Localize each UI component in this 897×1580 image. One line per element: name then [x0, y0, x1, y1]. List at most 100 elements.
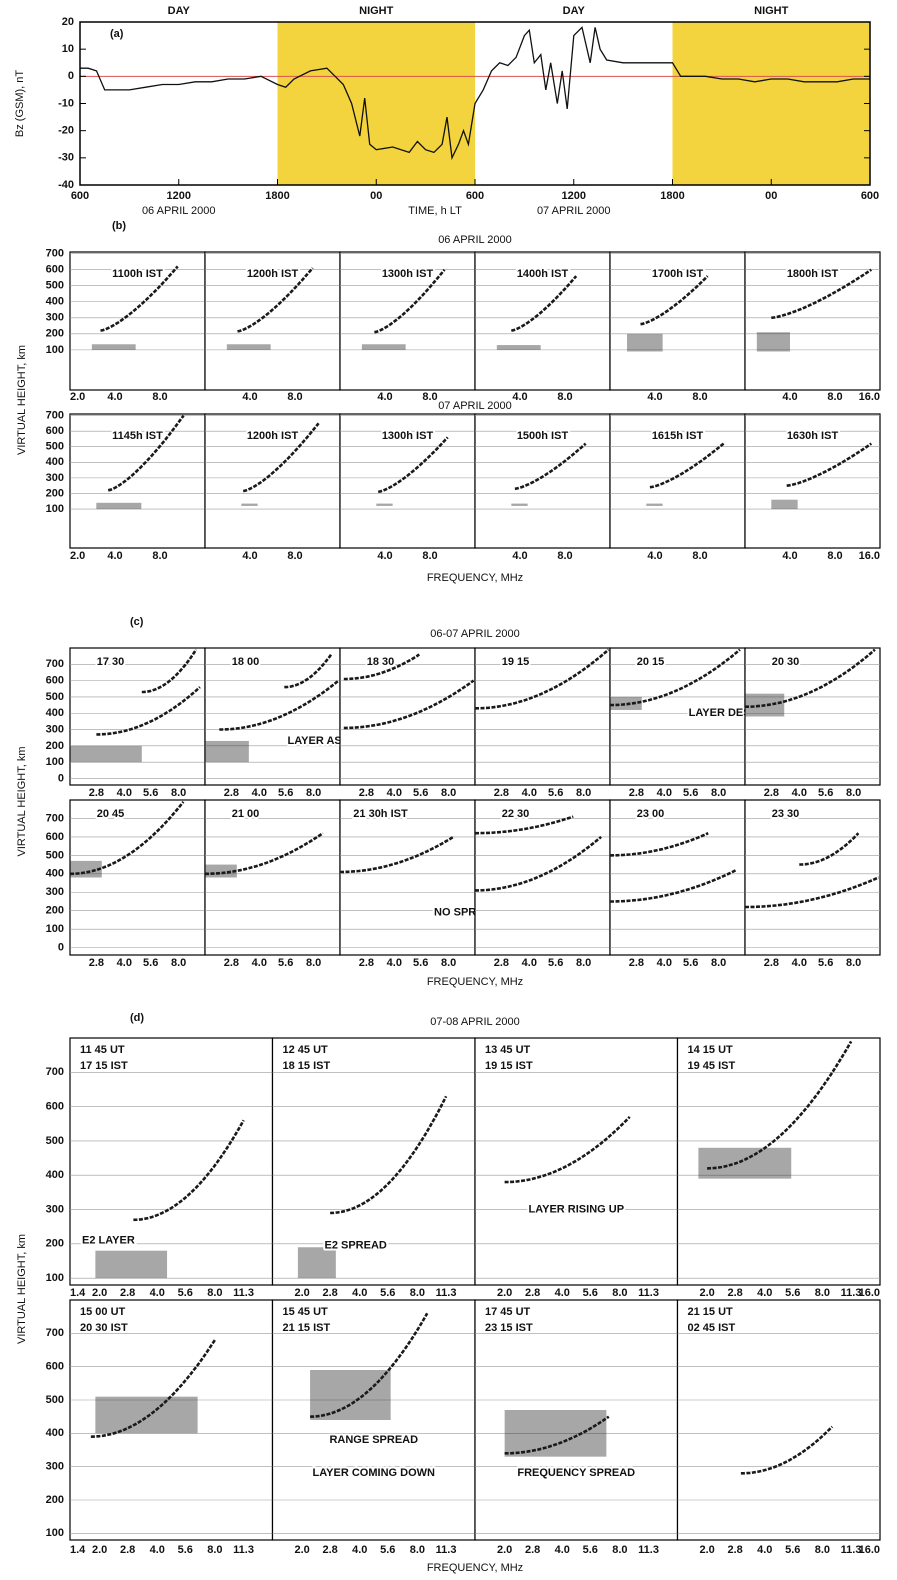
y-tick-label: 100: [46, 344, 64, 356]
echo-spread: [497, 345, 541, 350]
x-tick-label: 4.0: [242, 550, 257, 562]
echo-spread: [771, 500, 797, 509]
echo-spread: [227, 344, 271, 350]
x-tick-label: 5.6: [818, 787, 833, 799]
echo-spread: [241, 504, 257, 506]
x-tick-label: 5.6: [278, 787, 293, 799]
y-tick-label: 200: [46, 740, 64, 752]
panel-frame: [745, 800, 880, 955]
x-tick-label: 2.8: [629, 957, 644, 969]
y-tick-label: 600: [46, 831, 64, 843]
x-tick-label: 2.0: [294, 1287, 309, 1299]
x-tick-label: 8.0: [692, 391, 707, 403]
x-tick-label: 600: [466, 190, 484, 202]
panel-time: 23 00: [637, 808, 665, 820]
x-tick-label: 8.0: [152, 550, 167, 562]
x-tick-label: 5.6: [548, 787, 563, 799]
x-tick-label: 5.6: [413, 787, 428, 799]
x-tick-label: 8.0: [711, 957, 726, 969]
y-axis-label: VIRTUAL HEIGHT, km: [16, 746, 28, 856]
echo-spread: [205, 865, 237, 878]
y-tick-label: 600: [46, 425, 64, 437]
x-tick-label: 4.0: [512, 391, 527, 403]
y-tick-label: 500: [46, 849, 64, 861]
x-tick-label: 2.8: [89, 957, 104, 969]
y-tick-label: -30: [58, 152, 74, 164]
x-tick-label: 2.8: [224, 957, 239, 969]
panel-time: 1630h IST: [787, 430, 839, 442]
y-tick-label: 500: [46, 441, 64, 453]
x-tick-label: 8.0: [306, 787, 321, 799]
date-label: 06 APRIL 2000: [142, 205, 216, 217]
x-tick-label: 2.0: [497, 1287, 512, 1299]
x-tick-label: 1200: [562, 190, 586, 202]
group-title: 07-08 APRIL 2000: [430, 1016, 520, 1028]
x-tick-label: 2.0: [294, 1544, 309, 1556]
x-tick-label: 5.6: [178, 1544, 193, 1556]
y-axis-label: VIRTUAL HEIGHT, km: [16, 345, 28, 455]
x-tick-label: 8.0: [306, 957, 321, 969]
x-tick-label: 4.0: [117, 787, 132, 799]
row-title: 06 APRIL 2000: [438, 234, 512, 246]
x-tick-label: 4.0: [757, 1544, 772, 1556]
x-tick-label: 8.0: [441, 957, 456, 969]
panel-frame: [610, 800, 745, 955]
panel-ut: 14 15 UT: [688, 1044, 734, 1056]
x-tick-label: 1800: [660, 190, 684, 202]
panel-frame: [340, 800, 475, 955]
panel-time: 1500h IST: [517, 430, 569, 442]
x-tick-label: 5.6: [683, 787, 698, 799]
x-tick-label: 11.3: [436, 1544, 457, 1556]
panel-time: 1615h IST: [652, 430, 704, 442]
panel-frame: [678, 1300, 881, 1540]
x-tick-label: 4.0: [647, 550, 662, 562]
x-tick-label: 5.6: [143, 787, 158, 799]
x-tick-label: 2.8: [764, 957, 779, 969]
x-tick-label: 5.6: [380, 1544, 395, 1556]
y-tick-label: 700: [46, 1327, 64, 1339]
period-label: DAY: [563, 5, 586, 17]
x-tick-label: 2.0: [70, 391, 85, 403]
x-tick-label: 2.0: [92, 1544, 107, 1556]
echo-spread: [610, 697, 642, 710]
x-tick-label: 8.0: [207, 1544, 222, 1556]
y-tick-label: 700: [46, 409, 64, 421]
y-tick-label: 300: [46, 472, 64, 484]
x-tick-label: 2.0: [497, 1544, 512, 1556]
x-tick-label: 8.0: [692, 550, 707, 562]
x-tick-label: 2.8: [525, 1287, 540, 1299]
y-tick-label: -10: [58, 97, 74, 109]
annotation: LAYER RISING UP: [528, 1203, 624, 1215]
x-tick-label: 4.0: [387, 957, 402, 969]
panel-ut: 13 45 UT: [485, 1044, 531, 1056]
x-tick-label: 4.0: [107, 391, 122, 403]
y-tick-label: 300: [46, 886, 64, 898]
x-tick-label: 1.4: [70, 1544, 86, 1556]
x-tick-label: 2.0: [70, 550, 85, 562]
panel-time: 18 00: [232, 656, 260, 668]
panel-label: (b): [112, 220, 126, 232]
echo-spread: [95, 1397, 197, 1434]
x-tick-label: 4.0: [782, 391, 797, 403]
date-label: 07 APRIL 2000: [537, 205, 611, 217]
echo-spread: [757, 332, 790, 351]
x-tick-label: 4.0: [150, 1287, 165, 1299]
y-tick-label: 0: [68, 70, 74, 82]
x-tick-label: 11.3: [233, 1544, 254, 1556]
panel-time: 20 45: [97, 808, 125, 820]
y-tick-label: 100: [46, 1527, 64, 1539]
x-tick-label: 8.0: [612, 1287, 627, 1299]
x-tick-label: 8.0: [152, 391, 167, 403]
panel-ut: 12 45 UT: [283, 1044, 329, 1056]
x-tick-label: 8.0: [287, 391, 302, 403]
x-tick-label: 5.6: [583, 1544, 598, 1556]
panel-time: 21 00: [232, 808, 260, 820]
y-tick-label: 500: [46, 1135, 64, 1147]
panel-time: 1200h IST: [247, 268, 299, 280]
x-tick-label: 2.0: [699, 1544, 714, 1556]
x-tick-label: 8.0: [846, 957, 861, 969]
y-tick-label: 600: [46, 1361, 64, 1373]
x-tick-label: 8.0: [827, 550, 842, 562]
panel-frame: [475, 800, 610, 955]
x-tick-label: 2.8: [727, 1287, 742, 1299]
